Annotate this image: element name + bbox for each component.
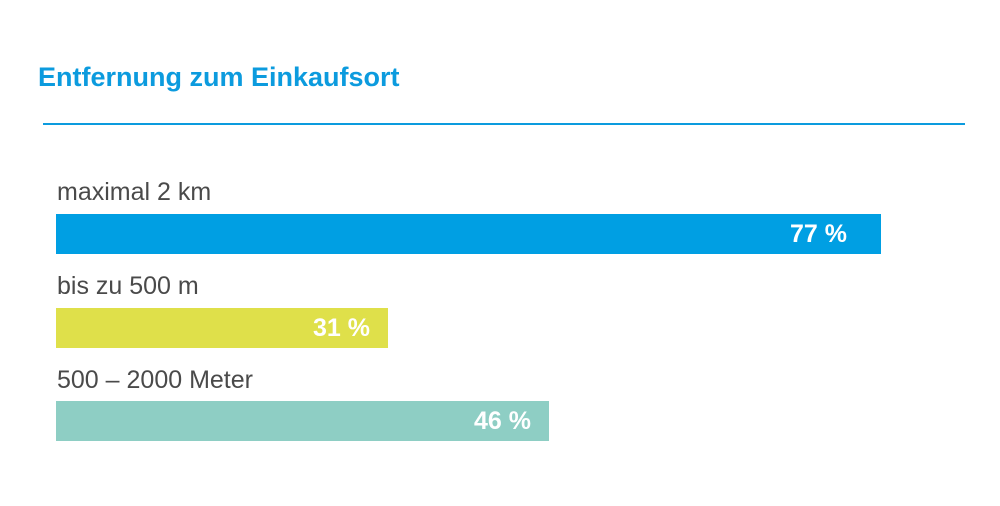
bar-value-label: 31 % xyxy=(313,314,370,342)
category-label: bis zu 500 m xyxy=(57,272,199,300)
bar: 31 % xyxy=(56,308,388,348)
bar-value-label: 46 % xyxy=(474,407,531,435)
title-divider xyxy=(43,123,965,125)
bar-value-label: 77 % xyxy=(790,220,847,248)
bar: 46 % xyxy=(56,401,549,441)
chart-title: Entfernung zum Einkaufsort xyxy=(38,62,400,92)
bar: 77 % xyxy=(56,214,881,254)
category-label: 500 – 2000 Meter xyxy=(57,366,253,394)
category-label: maximal 2 km xyxy=(57,178,212,206)
